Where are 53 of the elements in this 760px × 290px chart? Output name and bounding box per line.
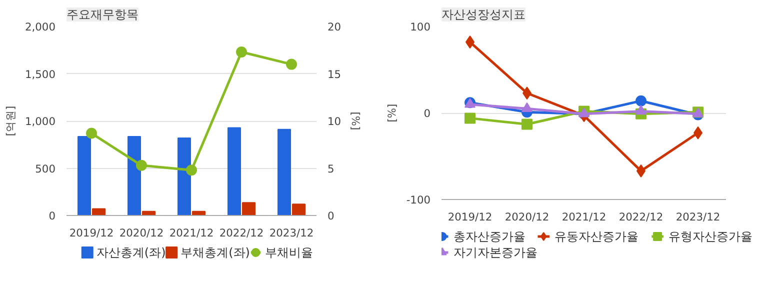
bar: [242, 202, 256, 216]
point: [186, 164, 197, 176]
y-axis-title: [%]: [385, 104, 398, 122]
bar: [178, 138, 191, 216]
bar: [278, 128, 291, 216]
point: [236, 46, 247, 58]
y2-axis-title: [%]: [349, 112, 362, 130]
legend-label: 유동자산증가율: [554, 230, 639, 244]
y-tick-label: 500: [35, 162, 56, 176]
x-tick-label: 2021/12: [169, 226, 214, 240]
chart-title: 자산성장성지표: [442, 8, 526, 22]
point: [286, 58, 297, 70]
y-tick-label: 0: [424, 107, 431, 120]
legend-label: 자산총계(좌): [96, 246, 166, 260]
x-tick-label: 2022/12: [618, 210, 664, 224]
x-tick-label: 2022/12: [219, 226, 264, 240]
bar: [292, 204, 306, 216]
bar: [128, 136, 141, 216]
bar: [228, 127, 241, 216]
y-tick-label: 2,000: [24, 20, 56, 34]
y-tick-label: 1,000: [24, 115, 56, 128]
legend-label: 총자산증가율: [453, 230, 526, 244]
x-tick-label: 2020/12: [119, 226, 164, 240]
y-tick-label: 100: [410, 20, 431, 34]
x-tick-label: 2023/12: [269, 226, 314, 240]
point: [636, 95, 646, 106]
chart-title: 주요재무항목: [66, 8, 138, 22]
bar: [92, 208, 106, 216]
y2-tick-label: 0: [328, 210, 334, 222]
point: [136, 160, 147, 171]
y-tick-label: 0: [48, 210, 56, 222]
legend-label: 부채비율: [264, 246, 313, 260]
point: [636, 104, 646, 115]
y-tick-label: 1,500: [24, 68, 56, 81]
x-tick-label: 2019/12: [69, 226, 114, 240]
y2-tick-label: 20: [328, 20, 342, 34]
legend-label: 자기자본증가율: [453, 246, 538, 260]
point: [86, 128, 97, 139]
y2-tick-label: 15: [328, 68, 342, 81]
x-tick-label: 2020/12: [504, 210, 550, 224]
point: [522, 118, 532, 130]
point: [464, 112, 476, 124]
y-axis-title: [억원]: [4, 106, 17, 136]
legend-label: 유형자산증가율: [668, 230, 753, 244]
legend-label: 부채총계(좌): [180, 246, 250, 260]
y-tick-label: -100: [406, 194, 431, 206]
point: [522, 102, 532, 112]
bar: [78, 136, 91, 216]
x-tick-label: 2023/12: [676, 210, 720, 224]
x-tick-label: 2021/12: [562, 210, 606, 224]
y2-tick-label: 5: [328, 162, 334, 176]
y2-tick-label: 10: [328, 115, 342, 128]
x-tick-label: 2019/12: [448, 210, 492, 224]
